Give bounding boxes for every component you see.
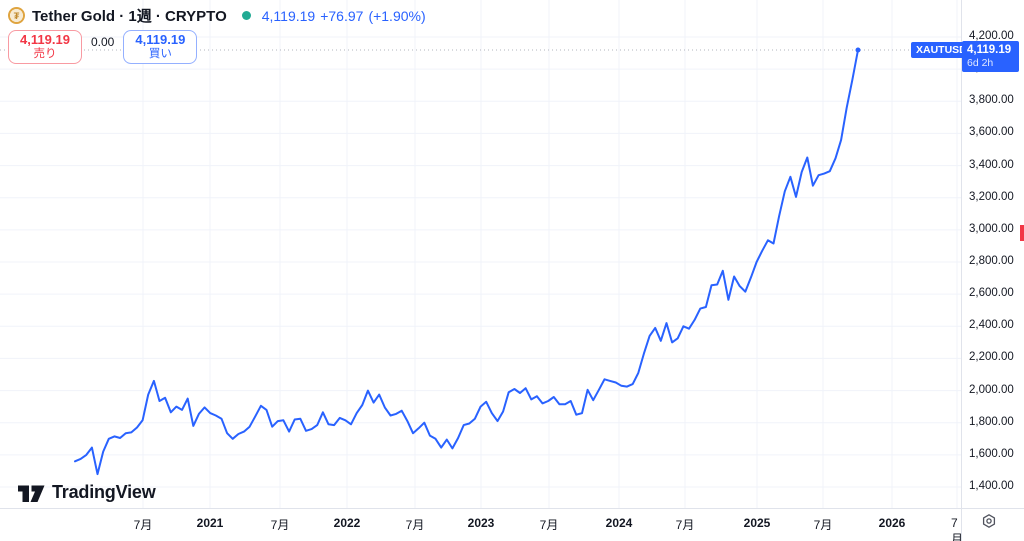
price-tick-label: 2,400.00 (969, 319, 1014, 332)
gear-icon[interactable] (981, 513, 997, 529)
price-change: +76.97 (320, 7, 364, 24)
time-tick-label: 7月 (133, 518, 153, 532)
symbol-price-flag: XAUTUSD (911, 41, 972, 58)
market-open-dot-icon[interactable] (241, 11, 251, 20)
price-chart-canvas[interactable] (0, 0, 961, 508)
price-tick-label: 2,000.00 (969, 383, 1014, 396)
price-tick-label: 4,200.00 (969, 30, 1014, 42)
time-tick-label: 7月 (270, 518, 290, 532)
symbol-title[interactable]: Tether Gold · 1週 · CRYPTO (32, 8, 227, 25)
time-tick-label: 2026 (878, 516, 906, 530)
price-tick-label: 2,800.00 (969, 255, 1014, 267)
price-axis[interactable]: USD 4,200.004,000.003,800.003,600.003,40… (961, 0, 1024, 541)
buy-button[interactable]: 4,119.19 買い (123, 30, 198, 64)
symbol-legend: ₮ Tether Gold · 1週 · CRYPTO 4,119.19 +76… (8, 5, 426, 26)
time-tick-label: 2023 (467, 516, 495, 530)
bar-countdown: 6d 2h (967, 57, 994, 70)
last-price: 4,119.19 (261, 7, 316, 24)
time-tick-label: 2025 (743, 516, 771, 530)
axis-separator-line (0, 508, 1024, 509)
order-panel: 4,119.19 売り 0.00 4,119.19 買い (8, 30, 198, 64)
price-tick-label: 2,200.00 (969, 351, 1014, 364)
tether-gold-coin-icon: ₮ (8, 7, 25, 24)
price-tick-label: 1,600.00 (969, 447, 1014, 460)
price-tick-label: 3,400.00 (969, 158, 1014, 171)
buy-price: 4,119.19 (135, 32, 186, 48)
buy-label: 買い (148, 47, 172, 60)
price-tick-label: 1,800.00 (969, 415, 1014, 428)
time-tick-label: 7月 (675, 518, 695, 532)
last-price-axis-label: 4,119.19 6d 2h (962, 40, 1019, 73)
clipped-red-price-tag (1020, 225, 1024, 241)
time-tick-label: 2021 (196, 516, 224, 530)
tradingview-mark-icon (18, 485, 45, 502)
time-axis[interactable]: 7月 2021 7月 2022 7月 2023 7月 2024 7月 2025 7月 2026 7月 (0, 508, 961, 541)
price-tick-label: 3,200.00 (969, 190, 1014, 203)
time-tick-label: 7月 (539, 518, 559, 532)
last-price-value: 4,119.19 (967, 43, 1012, 56)
time-tick-label: 2022 (333, 516, 361, 530)
time-tick-label: 7月 (813, 518, 833, 532)
price-tick-label: 3,600.00 (969, 126, 1014, 139)
time-tick-label: 7月 (405, 518, 425, 532)
price-tick-label: 1,400.00 (969, 480, 1014, 492)
sell-label: 売り (33, 47, 57, 60)
price-tick-label: 3,000.00 (969, 222, 1014, 235)
tradingview-logo-text: TradingView (52, 481, 156, 502)
price-change-percent: (+1.90%) (368, 7, 426, 24)
spread-value: 0.00 (91, 35, 115, 49)
quote-values: 4,119.19 +76.97 (+1.90%) (262, 8, 426, 24)
time-tick-label: 7月 (951, 516, 961, 541)
sell-button[interactable]: 4,119.19 売り (8, 30, 82, 64)
tradingview-logo[interactable]: TradingView (18, 481, 156, 503)
price-tick-label: 3,800.00 (969, 94, 1014, 107)
sell-price: 4,119.19 (20, 32, 70, 48)
time-tick-label: 2024 (605, 516, 633, 530)
price-tick-label: 2,600.00 (969, 287, 1014, 300)
